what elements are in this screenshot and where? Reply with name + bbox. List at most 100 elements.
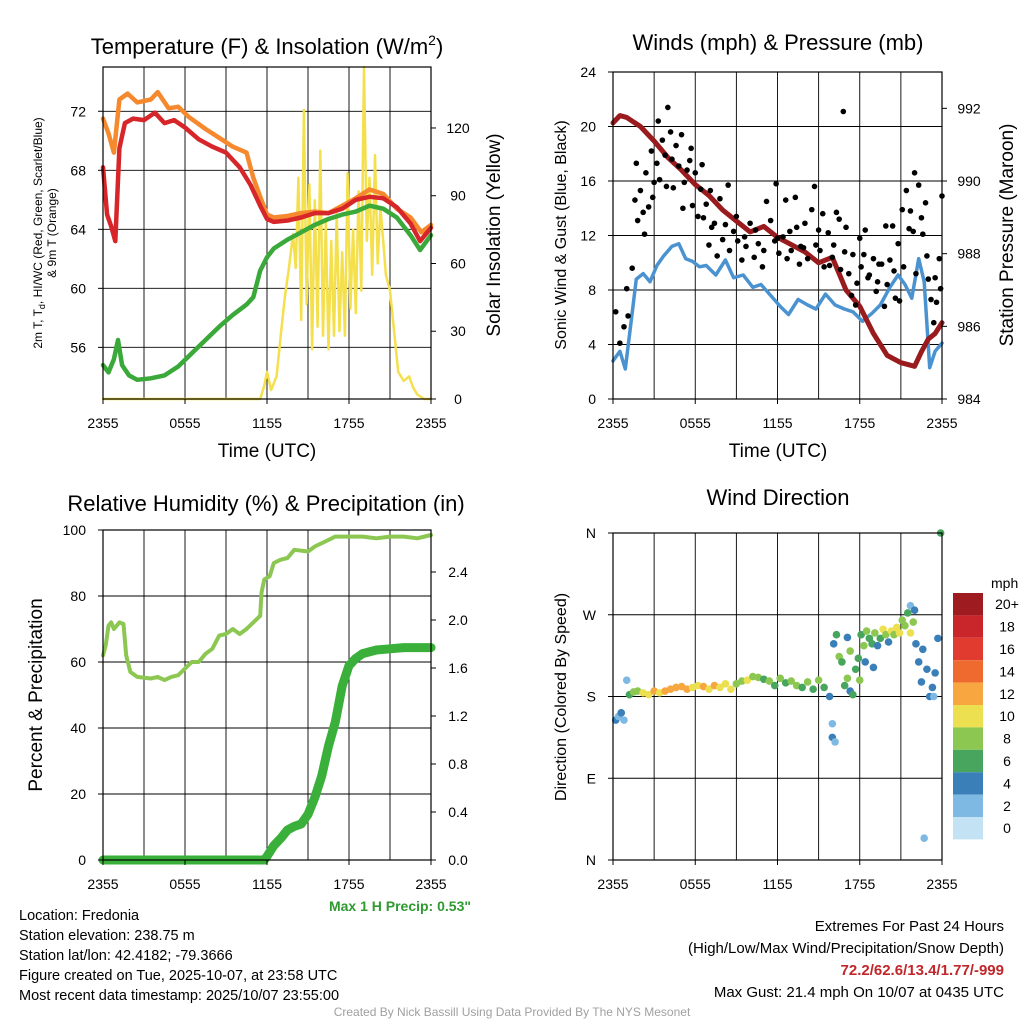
colorbar-label: 0 xyxy=(1003,820,1011,836)
y-tick-label: 56 xyxy=(70,339,86,355)
extremes-subtitle: (High/Low/Max Wind/Precipitation/Snow De… xyxy=(688,940,1004,957)
direction-point xyxy=(721,679,730,688)
gust-point xyxy=(936,255,943,262)
y-right-tick-label: 986 xyxy=(957,318,981,334)
direction-point xyxy=(716,683,724,692)
gust-point xyxy=(706,242,712,248)
gust-point xyxy=(920,231,926,237)
gust-point xyxy=(843,224,849,231)
direction-point xyxy=(851,665,860,674)
y-tick-label: 16 xyxy=(580,173,596,189)
y-tick-label: 60 xyxy=(70,654,86,670)
y-right-tick-label: 90 xyxy=(450,188,466,204)
gust-point xyxy=(649,194,656,201)
gust-point xyxy=(848,292,855,299)
gust-point xyxy=(655,118,662,124)
direction-point xyxy=(912,640,920,648)
y-right-tick-label: 2.0 xyxy=(448,612,468,628)
direction-point xyxy=(869,663,878,672)
gust-point xyxy=(870,255,877,262)
y-right-tick-label: 0 xyxy=(454,391,462,407)
gust-point xyxy=(686,157,693,164)
direction-point xyxy=(860,641,868,650)
y-tick-label: 60 xyxy=(70,280,86,296)
direction-point xyxy=(901,621,909,630)
gust-point xyxy=(703,201,710,207)
gust-point xyxy=(645,204,652,210)
direction-point xyxy=(861,658,870,666)
gust-point xyxy=(662,152,668,158)
gust-point xyxy=(788,247,795,254)
y-tick-label: 40 xyxy=(70,720,86,736)
gust-point xyxy=(759,264,766,270)
direction-point xyxy=(857,630,865,639)
gust-point xyxy=(865,274,871,281)
x-tick-label: 0555 xyxy=(680,876,711,892)
gust-point xyxy=(621,323,627,330)
direction-point xyxy=(644,690,653,699)
y-tick-label: 0 xyxy=(78,852,86,868)
direction-point xyxy=(787,677,796,685)
gust-point xyxy=(852,302,859,308)
gust-point xyxy=(889,223,896,229)
x-tick-label: 2355 xyxy=(415,876,446,892)
y-right-tick-label: 984 xyxy=(957,391,981,407)
gust-point xyxy=(817,247,823,254)
direction-point xyxy=(705,685,713,694)
direction-point xyxy=(776,674,785,683)
gust-point xyxy=(911,170,918,176)
gust-point xyxy=(850,251,856,258)
gust-point xyxy=(930,319,937,326)
direction-point xyxy=(871,629,879,637)
direction-point xyxy=(843,674,852,683)
gust-point xyxy=(774,235,781,242)
gust-point xyxy=(726,247,733,254)
gust-point xyxy=(695,213,701,220)
y-tick-label: W xyxy=(583,607,597,623)
station-latlon: Station lat/lon: 42.4182; -79.3666 xyxy=(19,948,233,964)
gust-point xyxy=(688,145,694,152)
gust-point xyxy=(821,264,827,270)
y-right-tick-label: 988 xyxy=(957,246,981,262)
gust-point xyxy=(752,227,759,233)
gust-point xyxy=(676,163,682,169)
gust-point xyxy=(692,170,699,176)
direction-point xyxy=(803,678,812,686)
direction-point xyxy=(840,681,849,690)
gust-point xyxy=(651,179,657,186)
humidity-title: Relative Humidity (%) & Precipitation (i… xyxy=(67,491,464,516)
y-tick-label: 68 xyxy=(70,162,86,178)
gust-point xyxy=(826,262,833,269)
colorbar-label: 6 xyxy=(1003,753,1011,769)
colorbar-swatch xyxy=(953,593,983,616)
gust-point xyxy=(767,217,774,224)
gust-point xyxy=(813,242,819,248)
direction-y-label-left: Direction (Colored By Speed) xyxy=(553,593,570,801)
recent-data-timestamp: Most recent data timestamp: 2025/10/07 2… xyxy=(19,988,340,1004)
gust-point xyxy=(714,253,720,259)
direction-point xyxy=(770,681,779,690)
y-tick-label: 72 xyxy=(70,103,86,119)
gust-point xyxy=(741,234,748,240)
gust-point xyxy=(830,242,837,248)
credit-line: Created By Nick Bassill Using Data Provi… xyxy=(333,1005,691,1019)
y-tick-label: 0 xyxy=(588,391,596,407)
gust-point xyxy=(922,200,929,206)
temperature-x-label: Time (UTC) xyxy=(218,441,317,462)
gust-point xyxy=(708,224,715,231)
direction-point xyxy=(617,709,626,717)
gust-point xyxy=(678,131,685,138)
gust-point xyxy=(722,221,729,228)
gust-point xyxy=(882,223,889,229)
direction-point xyxy=(884,638,893,646)
gust-point xyxy=(796,261,803,267)
gust-point xyxy=(755,240,762,247)
gust-point xyxy=(819,210,826,217)
y-right-tick-label: 0.8 xyxy=(448,756,468,772)
temperature-y-label-right: Solar Insolation (Yellow) xyxy=(484,133,505,336)
x-tick-label: 1755 xyxy=(844,415,875,431)
direction-point xyxy=(765,677,774,685)
gust-point xyxy=(913,270,919,277)
temperature-y-label-left-2: & 9m T (Orange) xyxy=(45,188,59,278)
gust-point xyxy=(641,231,648,237)
